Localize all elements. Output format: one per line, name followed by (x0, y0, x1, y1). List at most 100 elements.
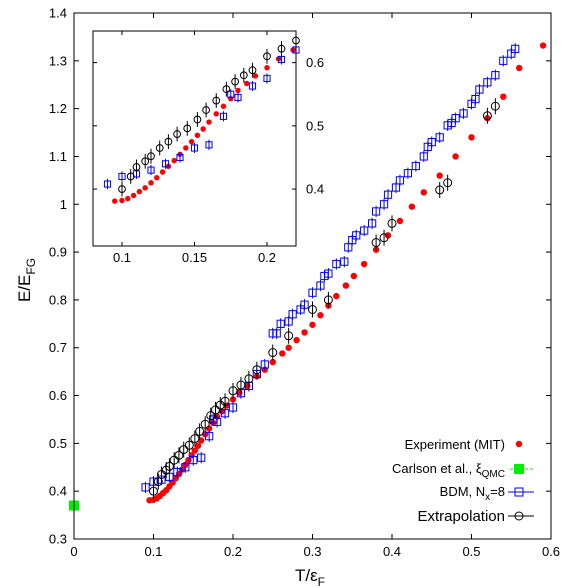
x-tick-label: 0.6 (542, 544, 560, 559)
inset-plot-frame (92, 30, 297, 247)
legend-label-bdm-sub: x (485, 492, 490, 503)
data-point (301, 329, 308, 336)
y-axis-label-sub: FG (24, 258, 38, 275)
y-tick-label: 0.4 (49, 484, 67, 499)
inset-data-point (213, 111, 219, 117)
data-point (293, 336, 300, 344)
data-point (200, 419, 210, 429)
data-point (252, 365, 262, 375)
main-axis-ticks: 0 0.1 0.2 0.3 0.4 0.5 0.6 0.3 0.4 0.5 0.6 0.7 0.8 0.9… (49, 6, 560, 560)
inset-data-point (183, 145, 189, 151)
inset-data-point (142, 185, 148, 191)
inset-data-point (112, 198, 118, 204)
data-point (206, 411, 216, 421)
y-tick-label: 0.6 (49, 388, 67, 403)
legend-label-bdm: BDM, Nx=8 (440, 484, 505, 503)
inset-y-tick-label: 0.4 (306, 182, 324, 197)
data-point (379, 233, 389, 243)
data-point (443, 178, 453, 188)
inset-data-point (164, 137, 173, 146)
y-axis-label: E/EFG (15, 258, 38, 302)
y-tick-label: 1.1 (49, 149, 67, 164)
inset-data-point (263, 52, 271, 61)
inset-data-point (239, 71, 248, 80)
inset-x-tick-label: 0.15 (182, 250, 207, 265)
inset-data-point (171, 157, 177, 164)
data-point (396, 217, 404, 225)
legend-label-carlson-main: Carlson et al., ξ (392, 461, 482, 476)
data-point (408, 203, 416, 210)
inset-data-point (136, 188, 143, 195)
inset-data-point (183, 124, 192, 133)
data-point (539, 42, 547, 49)
data-point (169, 455, 179, 465)
y-tick-label: 0.5 (49, 436, 67, 451)
x-tick-label: 0.4 (383, 544, 401, 559)
inset-data-point (248, 66, 257, 75)
data-point (244, 374, 254, 384)
inset-data-point (154, 174, 160, 181)
inset-data-point (119, 197, 125, 204)
inset-data-point (159, 169, 166, 175)
data-point (308, 304, 317, 314)
y-tick-label: 1.4 (49, 6, 67, 21)
inset-data-point (130, 192, 137, 199)
x-tick-label: 0.1 (144, 544, 162, 559)
inset-data-point (126, 172, 135, 181)
data-point (179, 445, 189, 455)
data-point (149, 486, 158, 496)
legend-marker-experiment (515, 440, 523, 448)
data-point (190, 434, 200, 444)
inset-data-point (222, 85, 231, 94)
data-point (194, 442, 202, 449)
inset-y-tick-label: 0.5 (306, 118, 324, 133)
x-axis-label: T/εF (295, 566, 325, 588)
data-point (279, 350, 286, 357)
inset-data-point (264, 64, 270, 71)
inset-data-points (103, 33, 300, 204)
data-point (174, 450, 184, 460)
inset-data-point (147, 152, 155, 161)
data-point (350, 272, 358, 280)
data-point (195, 426, 205, 436)
y-tick-label: 1.2 (49, 101, 67, 116)
main-data-points (69, 42, 547, 511)
inset-y-tick-label: 0.6 (306, 55, 324, 70)
data-point (384, 232, 392, 239)
data-point (420, 189, 427, 196)
y-tick-label: 1.3 (49, 53, 67, 68)
data-point (387, 218, 397, 228)
data-point (333, 292, 340, 300)
inset-x-tick-label: 0.2 (258, 250, 276, 265)
inset-data-point (277, 44, 286, 53)
data-point (268, 348, 278, 358)
data-point (228, 386, 238, 396)
y-axis-label-main: E/E (15, 275, 34, 302)
inset-data-point (194, 132, 201, 139)
legend-label-extrapolation: Extrapolation (417, 508, 505, 525)
data-point (236, 380, 246, 390)
main-plot-frame (73, 12, 552, 540)
data-point (323, 295, 333, 305)
inset-data-point (206, 119, 212, 125)
x-axis-label-main: T/ε (295, 566, 318, 585)
x-axis-label-sub: F (318, 575, 325, 588)
data-point (436, 172, 443, 179)
data-point (164, 461, 174, 471)
data-point (500, 93, 507, 100)
legend-label-bdm-suffix: =8 (490, 484, 505, 499)
inset-data-point (125, 195, 131, 202)
data-point (211, 405, 221, 415)
inset-background (93, 31, 296, 246)
legend-marker-bdm (514, 487, 524, 497)
inset-data-point (252, 73, 259, 79)
legend-label-bdm-main: BDM, N (440, 484, 486, 499)
x-tick-label: 0 (70, 544, 77, 559)
inset-data-point (220, 103, 227, 109)
data-point (516, 64, 523, 72)
inset-data-point (132, 163, 141, 171)
data-point (435, 185, 445, 195)
data-point (184, 440, 194, 450)
inset-data-point (193, 115, 202, 124)
inset-data-point (243, 80, 250, 87)
